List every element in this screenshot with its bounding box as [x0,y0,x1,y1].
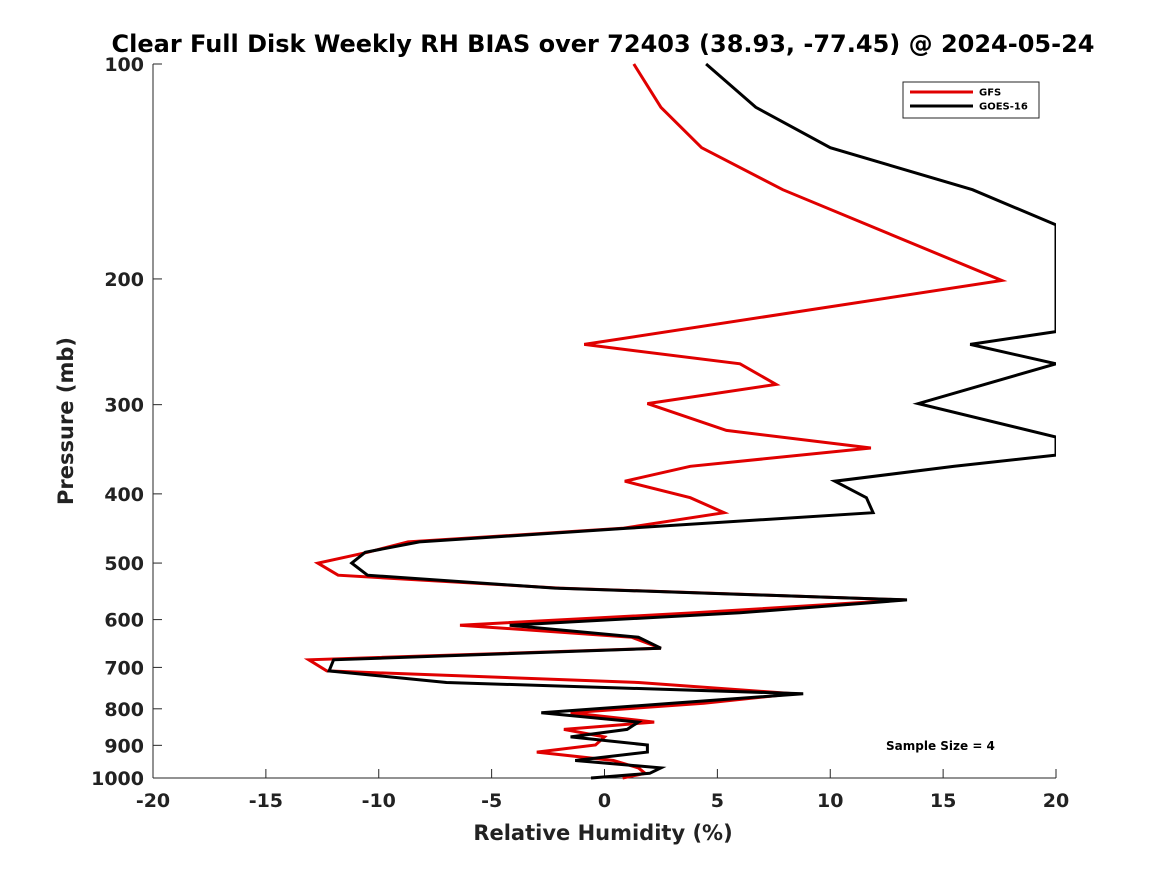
y-tick-label: 300 [104,395,144,417]
x-tick-label: -20 [136,790,170,812]
y-tick-label: 800 [104,699,144,721]
x-tick-label: -5 [481,790,502,812]
x-tick-label: 0 [598,790,611,812]
chart-title: Clear Full Disk Weekly RH BIAS over 7240… [112,30,1095,58]
x-tick-label: 15 [930,790,956,812]
legend-box [902,81,1040,119]
series-line-goes-16 [326,62,1056,780]
x-axis: -20 -15 -10 -5 0 5 10 15 20 [136,769,1069,812]
legend-label: GOES-16 [979,102,1028,113]
x-tick-label: 5 [711,790,724,812]
sample-size-annotation: Sample Size = 4 [886,739,995,753]
y-tick-label: 700 [104,657,144,679]
legend-label: GFS [979,88,1001,99]
x-tick-label: 20 [1043,790,1069,812]
y-tick-label: 400 [104,484,144,506]
x-tick-label: 10 [817,790,843,812]
y-tick-label: 1000 [91,768,144,790]
x-tick-label: -10 [362,790,396,812]
y-axis: 100 200 300 400 500 600 700 800 900 1000 [91,54,162,790]
y-tick-label: 600 [104,610,144,632]
y-axis-label: Pressure (mb) [54,337,78,505]
y-tick-label: 900 [104,735,144,757]
y-tick-label: 200 [104,269,144,291]
x-tick-label: -15 [249,790,283,812]
y-tick-label: 500 [104,553,144,575]
y-tick-label: 100 [104,54,144,76]
legend: GFS GOES-16 [902,81,1040,119]
series-layer [303,62,1056,780]
x-axis-label: Relative Humidity (%) [473,821,732,845]
